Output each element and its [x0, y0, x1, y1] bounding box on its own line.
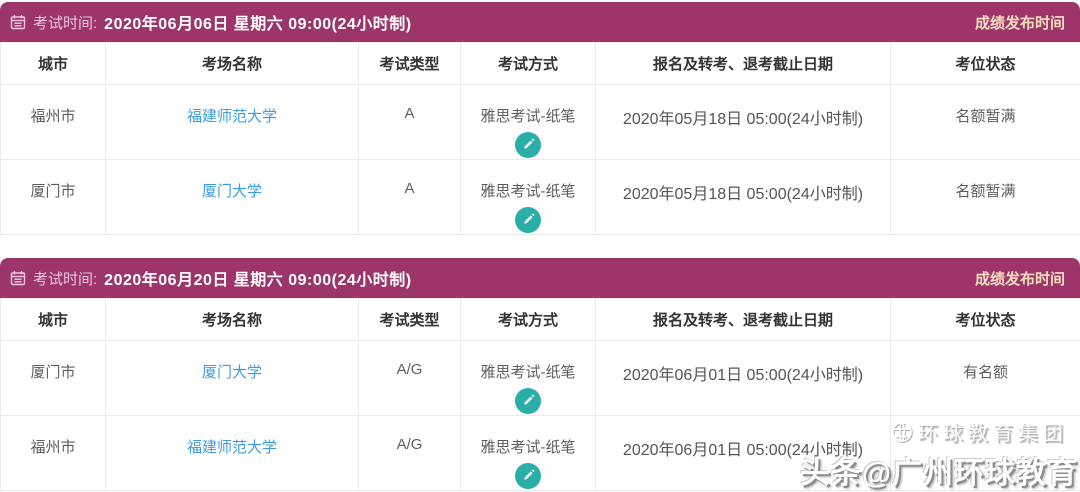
table-row: 福州市 福建师范大学 A 雅思考试-纸笔 2020年05月18日 05:0: [0, 84, 1080, 160]
exam-session-card-1: 考试时间: 2020年06月06日 星期六 09:00(24小时制) 成绩发布时…: [0, 2, 1080, 235]
col-header-type: 考试类型: [358, 42, 461, 85]
col-header-deadline: 报名及转考、退考截止日期: [595, 42, 891, 85]
exam-time-group: 考试时间: 2020年06月06日 星期六 09:00(24小时制): [10, 10, 412, 34]
deadline-cell: 2020年06月01日 05:00(24小时制): [595, 415, 891, 491]
exam-method-label: 雅思考试-纸笔: [480, 439, 576, 456]
exam-method-label: 雅思考试-纸笔: [480, 108, 576, 125]
col-header-city: 城市: [0, 42, 106, 85]
exam-method-label: 雅思考试-纸笔: [480, 364, 576, 381]
city-cell: 福州市: [0, 415, 106, 491]
city-cell: 厦门市: [0, 159, 106, 235]
exam-type-cell: A: [358, 84, 461, 160]
exam-method-cell: 雅思考试-纸笔: [460, 415, 596, 491]
col-header-deadline: 报名及转考、退考截止日期: [595, 298, 891, 341]
exam-time-value: 2020年06月06日 星期六 09:00(24小时制): [104, 16, 412, 33]
venue-link[interactable]: 福建师范大学: [186, 108, 277, 125]
seat-status-cell: 有名额: [890, 340, 1080, 416]
calendar-icon: [10, 14, 26, 30]
exam-type-cell: A: [358, 159, 461, 235]
exam-time-label: 考试时间:: [33, 14, 98, 32]
exam-sessions-table-2: 城市 考场名称 考试类型 考试方式 报名及转考、退考截止日期 考位状态 厦门市 …: [0, 298, 1080, 491]
exam-method-label: 雅思考试-纸笔: [480, 183, 576, 200]
venue-link[interactable]: 福建师范大学: [186, 439, 277, 456]
col-header-city: 城市: [0, 298, 106, 341]
exam-sessions-table-1: 城市 考场名称 考试类型 考试方式 报名及转考、退考截止日期 考位状态 福州市 …: [0, 42, 1080, 235]
exam-time-group: 考试时间: 2020年06月20日 星期六 09:00(24小时制): [10, 266, 412, 290]
city-cell: 福州市: [0, 84, 106, 160]
col-header-status: 考位状态: [890, 42, 1080, 85]
exam-time-value: 2020年06月20日 星期六 09:00(24小时制): [104, 272, 412, 289]
col-header-venue: 考场名称: [105, 42, 359, 85]
exam-method-cell: 雅思考试-纸笔: [460, 84, 596, 160]
pencil-edit-icon[interactable]: [515, 207, 541, 233]
deadline-cell: 2020年05月18日 05:00(24小时制): [595, 159, 891, 235]
table-row: 厦门市 厦门大学 A 雅思考试-纸笔 2020年05月18日 05:00(: [0, 159, 1080, 235]
score-release-time-link[interactable]: 成绩发布时间: [974, 14, 1065, 32]
col-header-method: 考试方式: [460, 298, 596, 341]
score-release-time-link[interactable]: 成绩发布时间: [974, 270, 1065, 288]
table-row: 福州市 福建师范大学 A/G 雅思考试-纸笔 2020年06月01日 05: [0, 415, 1080, 491]
table-header-row: 城市 考场名称 考试类型 考试方式 报名及转考、退考截止日期 考位状态: [0, 42, 1080, 85]
exam-time-label: 考试时间:: [33, 270, 98, 288]
table-header-row: 城市 考场名称 考试类型 考试方式 报名及转考、退考截止日期 考位状态: [0, 298, 1080, 341]
venue-cell: 福建师范大学: [105, 415, 359, 491]
venue-link[interactable]: 厦门大学: [201, 183, 262, 200]
exam-type-cell: A/G: [358, 340, 461, 416]
deadline-cell: 2020年05月18日 05:00(24小时制): [595, 84, 891, 160]
col-header-type: 考试类型: [358, 298, 461, 341]
seat-status-cell: [890, 415, 1080, 491]
venue-link[interactable]: 厦门大学: [201, 364, 262, 381]
exam-type-cell: A/G: [358, 415, 461, 491]
city-cell: 厦门市: [0, 340, 106, 416]
pencil-edit-icon[interactable]: [515, 132, 541, 158]
exam-method-cell: 雅思考试-纸笔: [460, 340, 596, 416]
exam-time-bar: 考试时间: 2020年06月20日 星期六 09:00(24小时制) 成绩发布时…: [0, 258, 1080, 298]
venue-cell: 福建师范大学: [105, 84, 359, 160]
table-row: 厦门市 厦门大学 A/G 雅思考试-纸笔 2020年06月01日 05:0: [0, 340, 1080, 416]
seat-status-cell: 名额暂满: [890, 84, 1080, 160]
pencil-edit-icon[interactable]: [515, 463, 541, 489]
col-header-status: 考位状态: [890, 298, 1080, 341]
exam-time-bar: 考试时间: 2020年06月06日 星期六 09:00(24小时制) 成绩发布时…: [0, 2, 1080, 42]
deadline-cell: 2020年06月01日 05:00(24小时制): [595, 340, 891, 416]
calendar-icon: [10, 270, 26, 286]
pencil-edit-icon[interactable]: [515, 388, 541, 414]
col-header-method: 考试方式: [460, 42, 596, 85]
seat-status-cell: 名额暂满: [890, 159, 1080, 235]
exam-method-cell: 雅思考试-纸笔: [460, 159, 596, 235]
col-header-venue: 考场名称: [105, 298, 359, 341]
venue-cell: 厦门大学: [105, 159, 359, 235]
venue-cell: 厦门大学: [105, 340, 359, 416]
exam-session-card-2: 考试时间: 2020年06月20日 星期六 09:00(24小时制) 成绩发布时…: [0, 258, 1080, 491]
